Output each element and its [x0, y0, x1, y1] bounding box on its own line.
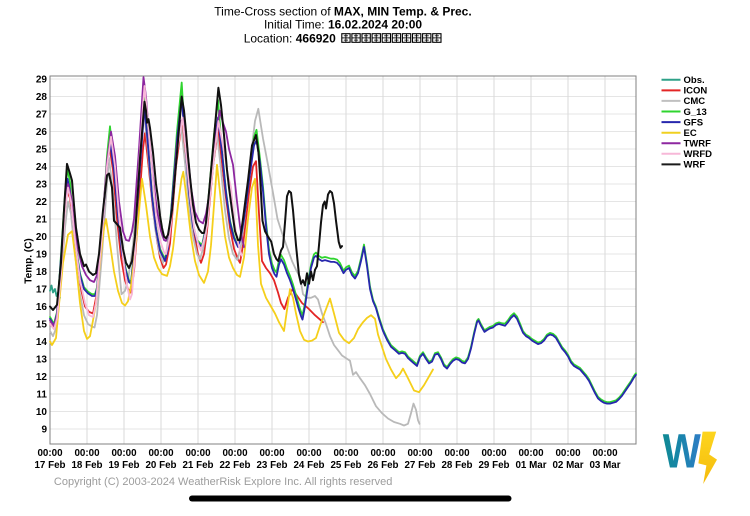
svg-text:22: 22 [36, 197, 48, 208]
svg-text:WRF: WRF [684, 160, 706, 171]
svg-text:26 Feb: 26 Feb [367, 460, 398, 471]
svg-text:02 Mar: 02 Mar [552, 460, 583, 471]
svg-text:15: 15 [36, 320, 48, 331]
svg-text:GFS: GFS [684, 117, 704, 128]
svg-text:23: 23 [36, 180, 48, 191]
svg-text:25 Feb: 25 Feb [330, 460, 361, 471]
svg-text:ICON: ICON [684, 86, 708, 97]
svg-text:03 Mar: 03 Mar [589, 460, 620, 471]
svg-text:18: 18 [36, 267, 48, 278]
svg-text:20: 20 [36, 232, 48, 243]
svg-text:21 Feb: 21 Feb [182, 460, 213, 471]
svg-text:00:00: 00:00 [111, 448, 137, 459]
svg-text:19 Feb: 19 Feb [108, 460, 139, 471]
svg-text:24: 24 [36, 162, 48, 173]
svg-text:WRFD: WRFD [684, 149, 713, 160]
svg-text:00:00: 00:00 [222, 448, 248, 459]
svg-text:22 Feb: 22 Feb [219, 460, 250, 471]
svg-text:00:00: 00:00 [555, 448, 581, 459]
svg-text:19: 19 [36, 250, 48, 261]
svg-text:13: 13 [36, 355, 48, 366]
svg-text:14: 14 [36, 337, 48, 348]
svg-text:Time-Cross section of MAX, MIN: Time-Cross section of MAX, MIN Temp. & P… [214, 5, 471, 19]
svg-text:00:00: 00:00 [370, 448, 396, 459]
svg-text:00:00: 00:00 [518, 448, 544, 459]
svg-text:CMC: CMC [684, 96, 706, 107]
svg-text:EC: EC [684, 128, 697, 139]
svg-text:01 Mar: 01 Mar [515, 460, 546, 471]
svg-text:00:00: 00:00 [592, 448, 618, 459]
svg-text:00:00: 00:00 [37, 448, 63, 459]
svg-text:25: 25 [36, 145, 48, 156]
svg-text:TWRF: TWRF [684, 139, 712, 150]
svg-text:28 Feb: 28 Feb [441, 460, 472, 471]
svg-text:21: 21 [36, 215, 48, 226]
svg-text:24 Feb: 24 Feb [293, 460, 324, 471]
svg-text:29 Feb: 29 Feb [478, 460, 509, 471]
svg-text:Location: 466920: Location: 466920 [244, 31, 336, 45]
svg-text:Obs.: Obs. [684, 75, 705, 86]
svg-text:00:00: 00:00 [444, 448, 470, 459]
svg-text:17: 17 [36, 285, 48, 296]
svg-text:12: 12 [36, 372, 48, 383]
svg-text:26: 26 [36, 127, 48, 138]
svg-text:00:00: 00:00 [481, 448, 507, 459]
svg-text:00:00: 00:00 [259, 448, 285, 459]
svg-text:10: 10 [36, 407, 48, 418]
svg-text:18 Feb: 18 Feb [71, 460, 102, 471]
svg-text:9: 9 [41, 425, 47, 436]
svg-text:00:00: 00:00 [333, 448, 359, 459]
svg-text:Copyright (C) 2003-2024 Weathe: Copyright (C) 2003-2024 WeatherRisk Expl… [54, 476, 393, 488]
svg-text:00:00: 00:00 [296, 448, 322, 459]
svg-text:27: 27 [36, 110, 48, 121]
svg-text:00:00: 00:00 [74, 448, 100, 459]
svg-text:Temp. (C): Temp. (C) [24, 238, 35, 283]
svg-text:27 Feb: 27 Feb [404, 460, 435, 471]
svg-text:W: W [663, 425, 701, 478]
svg-text:17 Feb: 17 Feb [34, 460, 65, 471]
svg-text:29: 29 [36, 75, 48, 86]
svg-text:00:00: 00:00 [185, 448, 211, 459]
svg-text:20 Feb: 20 Feb [145, 460, 176, 471]
svg-text:Initial Time: 16.02.2024 20:00: Initial Time: 16.02.2024 20:00 [264, 17, 422, 31]
svg-text:G_13: G_13 [684, 107, 707, 118]
svg-text:00:00: 00:00 [407, 448, 433, 459]
svg-text:23 Feb: 23 Feb [256, 460, 287, 471]
svg-text:16: 16 [36, 302, 48, 313]
svg-text:11: 11 [36, 390, 47, 401]
svg-text:00:00: 00:00 [148, 448, 174, 459]
svg-text:28: 28 [36, 92, 48, 103]
